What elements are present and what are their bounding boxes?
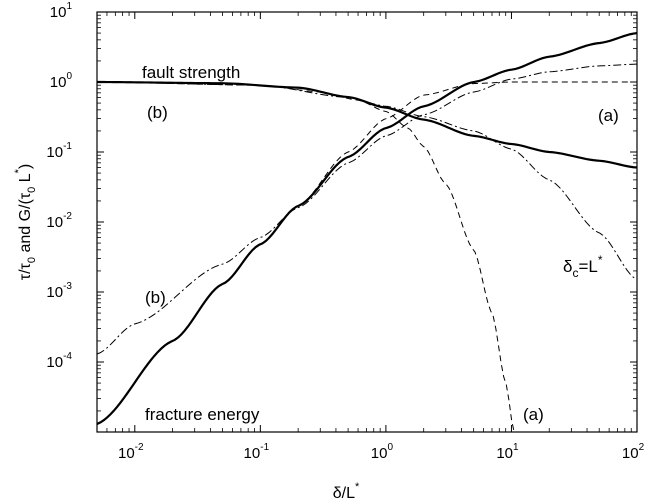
x-axis-title-main: δ/L — [333, 485, 355, 502]
y-tick-exp: 1 — [66, 1, 72, 12]
y-tick-label: 10-1 — [46, 141, 72, 161]
annotation-delta-c: δc=L* — [563, 253, 603, 280]
annotation-fracture-energy: fracture energy — [145, 405, 260, 424]
series-line-dashdot — [96, 81, 638, 281]
y-tick-exp: -3 — [63, 281, 72, 292]
x-tick-base: 10 — [622, 445, 639, 462]
y-title-s2: 0 — [26, 187, 38, 193]
x-tick-label: 101 — [496, 442, 519, 462]
y-tick-base: 10 — [46, 214, 63, 231]
series-line-dashed — [96, 81, 637, 425]
y-tick-exp: -4 — [63, 351, 72, 362]
x-tick-base: 10 — [496, 445, 513, 462]
series-line-solid — [96, 31, 638, 426]
x-tick-exp: 2 — [639, 442, 645, 453]
y-tick-label: 10-4 — [46, 351, 72, 371]
x-tick-label: 10-2 — [118, 442, 144, 462]
x-tick-label: 10-1 — [244, 442, 270, 462]
y-title-p3: L — [17, 173, 34, 186]
annotation-a-bottom: (a) — [523, 405, 544, 424]
delta-c-sup: * — [598, 253, 603, 267]
x-axis-title: δ/L* — [333, 481, 360, 502]
y-tick-label: 10-2 — [46, 211, 72, 231]
y-tick-base: 10 — [50, 4, 67, 21]
y-title-p4: ) — [17, 164, 34, 169]
delta-c-main: δ — [563, 257, 572, 276]
annotation-fault-strength: fault strength — [142, 63, 240, 82]
annotation-b-mid: (b) — [145, 288, 166, 307]
series-line-solid — [96, 80, 638, 169]
series-layer — [96, 31, 638, 433]
y-title-p2: and G/(τ — [17, 192, 34, 257]
y-tick-exp: -1 — [63, 141, 72, 152]
annotation-a-top: (a) — [598, 106, 619, 125]
y-tick-label: 101 — [50, 1, 73, 21]
y-tick-label: 100 — [50, 71, 73, 91]
x-tick-exp: -1 — [260, 442, 269, 453]
y-title-s1: 0 — [26, 257, 38, 263]
y-axis-title: τ/τ0 and G/(τ0 L*) — [13, 164, 38, 280]
delta-c-sub: c — [572, 266, 578, 280]
x-tick-base: 10 — [371, 445, 388, 462]
y-tick-base: 10 — [46, 284, 63, 301]
y-tick-label: 10-3 — [46, 281, 72, 301]
series-line-dashdot — [96, 63, 638, 355]
x-tick-base: 10 — [244, 445, 261, 462]
series-line-dashed — [96, 81, 515, 433]
x-tick-exp: 1 — [513, 442, 519, 453]
x-tick-label: 102 — [622, 442, 645, 462]
x-tick-exp: -2 — [135, 442, 144, 453]
y-title-p1: τ/τ — [17, 262, 34, 280]
y-tick-base: 10 — [46, 144, 63, 161]
annotation-b-top: (b) — [147, 103, 168, 122]
y-title-sup: * — [13, 168, 25, 173]
y-tick-base: 10 — [50, 74, 67, 91]
y-tick-base: 10 — [46, 354, 63, 371]
delta-c-eq: =L — [578, 257, 597, 276]
y-tick-exp: 0 — [66, 71, 72, 82]
x-tick-base: 10 — [118, 445, 135, 462]
x-tick-label: 100 — [371, 442, 394, 462]
y-tick-exp: -2 — [63, 211, 72, 222]
x-tick-exp: 0 — [387, 442, 393, 453]
x-axis-title-sup: * — [355, 481, 360, 493]
